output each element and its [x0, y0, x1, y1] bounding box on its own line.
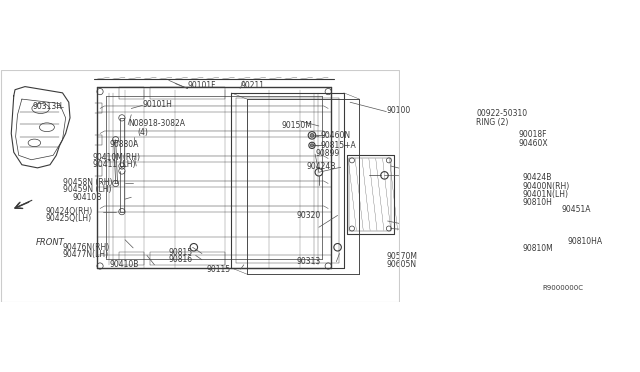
- Text: 90815: 90815: [169, 248, 193, 257]
- Text: 90424Q(RH): 90424Q(RH): [45, 206, 93, 215]
- Text: 90313: 90313: [297, 257, 321, 266]
- Text: 90458N (RH): 90458N (RH): [63, 178, 112, 187]
- Text: 90410B: 90410B: [72, 193, 102, 202]
- Text: 90810HA: 90810HA: [568, 237, 603, 246]
- Text: 90411 (LH): 90411 (LH): [93, 160, 135, 169]
- Text: 90101H: 90101H: [143, 100, 172, 109]
- Text: 90410M(RH): 90410M(RH): [93, 153, 141, 162]
- Circle shape: [310, 144, 314, 147]
- Text: 90476N(RH): 90476N(RH): [63, 243, 110, 252]
- Text: 90424B: 90424B: [307, 162, 336, 171]
- Text: 90100: 90100: [387, 106, 411, 115]
- Text: 90810H: 90810H: [522, 198, 552, 207]
- Text: 90459N (LH): 90459N (LH): [63, 185, 111, 194]
- Text: 90815+A: 90815+A: [321, 141, 356, 150]
- Text: 90816: 90816: [169, 255, 193, 264]
- Text: 90115: 90115: [206, 264, 230, 274]
- Text: 90570M: 90570M: [387, 251, 417, 260]
- Text: 90150M: 90150M: [282, 121, 312, 130]
- Text: 90101F: 90101F: [188, 81, 216, 90]
- Text: 90880A: 90880A: [109, 140, 139, 149]
- Text: 90451A: 90451A: [561, 205, 591, 214]
- Text: 90313H: 90313H: [33, 102, 63, 111]
- Text: 90425Q(LH): 90425Q(LH): [45, 214, 92, 223]
- Text: 90899: 90899: [316, 149, 340, 158]
- Text: RING (2): RING (2): [476, 118, 509, 127]
- Text: R9000000C: R9000000C: [543, 285, 584, 291]
- Text: (4): (4): [138, 128, 148, 137]
- Text: 90211: 90211: [240, 81, 264, 90]
- Text: 90400N(RH): 90400N(RH): [522, 182, 569, 191]
- Text: 90477N(LH): 90477N(LH): [63, 250, 109, 259]
- Text: 90320: 90320: [297, 211, 321, 220]
- Circle shape: [310, 134, 314, 137]
- Text: N08918-3082A: N08918-3082A: [128, 119, 185, 128]
- Text: 90424B: 90424B: [522, 173, 552, 182]
- Text: 90460X: 90460X: [519, 139, 548, 148]
- Text: 90460N: 90460N: [321, 131, 351, 140]
- Text: 90018F: 90018F: [519, 129, 547, 139]
- Text: 00922-50310: 00922-50310: [476, 109, 527, 118]
- Text: 90410B: 90410B: [109, 260, 139, 269]
- Text: 90810M: 90810M: [522, 244, 553, 253]
- Text: FRONT: FRONT: [36, 238, 65, 247]
- Text: 90401N(LH): 90401N(LH): [522, 190, 568, 199]
- Text: 90605N: 90605N: [387, 260, 417, 269]
